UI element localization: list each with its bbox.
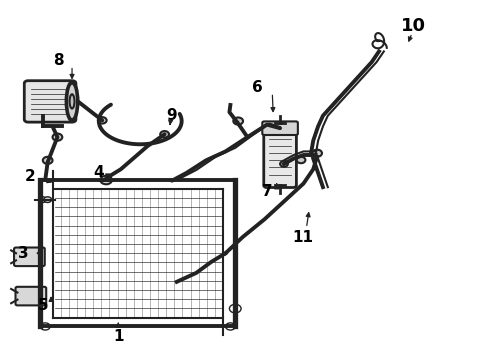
Circle shape (280, 161, 288, 167)
FancyBboxPatch shape (264, 126, 296, 188)
Text: 10: 10 (401, 17, 426, 35)
Circle shape (160, 131, 169, 138)
FancyBboxPatch shape (14, 248, 45, 266)
Circle shape (233, 117, 243, 125)
Circle shape (312, 150, 322, 157)
Ellipse shape (67, 84, 77, 119)
FancyBboxPatch shape (262, 121, 298, 135)
Text: 2: 2 (25, 169, 36, 184)
Text: 3: 3 (18, 246, 28, 261)
Text: 8: 8 (53, 53, 64, 68)
Circle shape (296, 157, 305, 163)
Circle shape (100, 176, 112, 184)
Circle shape (40, 323, 50, 330)
Text: 5: 5 (38, 298, 48, 313)
FancyBboxPatch shape (16, 287, 46, 305)
Circle shape (52, 134, 62, 141)
Circle shape (44, 197, 51, 203)
Ellipse shape (70, 94, 74, 109)
Text: 9: 9 (167, 108, 177, 123)
Text: 7: 7 (262, 184, 272, 199)
Circle shape (229, 304, 241, 313)
Text: 11: 11 (292, 230, 313, 245)
FancyBboxPatch shape (24, 81, 76, 122)
Circle shape (39, 197, 47, 203)
Text: 6: 6 (252, 80, 263, 95)
Circle shape (43, 157, 52, 164)
Text: 1: 1 (113, 329, 123, 344)
Text: 4: 4 (94, 165, 104, 180)
Circle shape (98, 117, 107, 123)
Circle shape (225, 323, 235, 330)
